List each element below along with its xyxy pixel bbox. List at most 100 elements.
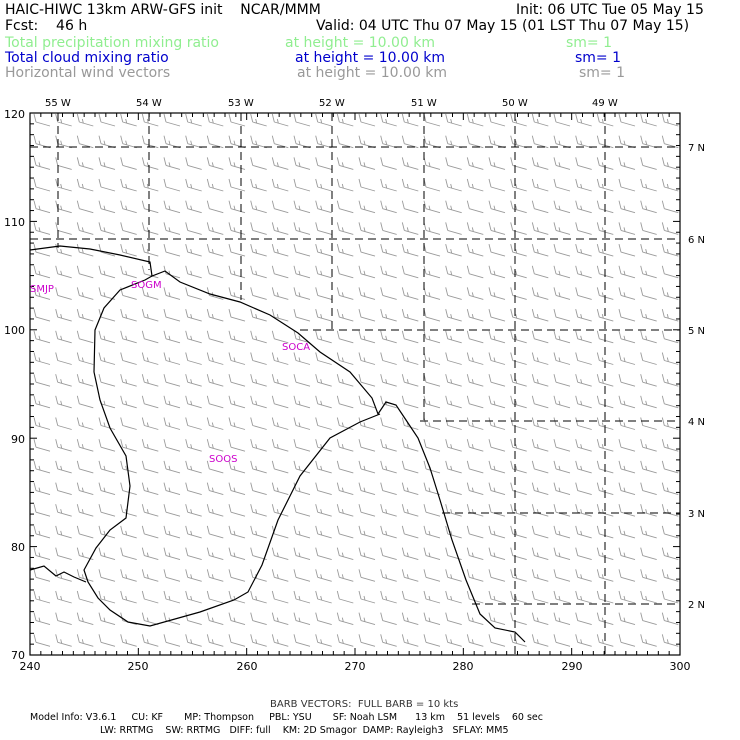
wind-barb: [228, 287, 246, 300]
wind-barb: [250, 612, 267, 626]
wind-barb: [401, 113, 419, 127]
wind-barb: [531, 525, 549, 539]
wind-barb: [575, 330, 592, 344]
wind-barb: [33, 243, 51, 257]
wind-barb: [336, 243, 354, 257]
wind-barb: [466, 569, 484, 582]
wind-barb: [380, 330, 397, 344]
wind-barb: [98, 200, 116, 214]
wind-barb: [596, 482, 614, 496]
wind-barb: [531, 417, 549, 430]
model-info-line2: LW: RRTMG SW: RRTMG DIFF: full KM: 2D Sm…: [100, 725, 509, 736]
wind-barb: [661, 308, 679, 322]
wind-barb: [33, 547, 51, 561]
wind-barb: [271, 374, 289, 387]
wind-barb: [33, 222, 51, 235]
lon-label-52w: 52 W: [319, 98, 345, 109]
lat-label-5n: 5 N: [688, 326, 705, 337]
wind-barb: [466, 135, 484, 149]
wind-barb: [206, 135, 224, 149]
wind-barb: [98, 417, 116, 430]
wind-barb: [553, 547, 571, 561]
wind-barb: [185, 460, 202, 474]
wind-barb: [336, 417, 354, 430]
wind-barb: [575, 352, 592, 365]
wind-barb: [228, 482, 246, 496]
wind-barb: [510, 547, 527, 561]
wind-barb: [553, 287, 571, 300]
wind-barb: [596, 590, 614, 604]
wind-barb: [315, 590, 332, 604]
wind-barb: [488, 395, 506, 409]
wind-barb: [423, 525, 441, 539]
wind-barb: [596, 222, 614, 235]
wind-barb: [661, 395, 679, 409]
wind-barb: [76, 417, 94, 430]
wind-barb: [531, 157, 549, 170]
wind-barb: [336, 222, 354, 235]
wind-barb: [553, 612, 571, 626]
wind-barb: [33, 287, 51, 300]
wind-barb: [488, 287, 506, 300]
wind-barb: [120, 113, 137, 127]
wind-barb: [336, 395, 354, 409]
init-time: Init: 06 UTC Tue 05 May 15: [516, 2, 704, 18]
wind-barb: [640, 395, 657, 409]
wind-barb: [55, 178, 72, 192]
lon-label-49w: 49 W: [592, 98, 618, 109]
wind-barb: [575, 265, 592, 279]
wind-barb: [553, 395, 571, 409]
wind-barb: [596, 395, 614, 409]
wind-barb: [120, 590, 137, 604]
wind-barb: [618, 547, 636, 561]
wind-barb: [293, 352, 311, 365]
wind-barb: [661, 222, 679, 235]
wind-barb: [445, 482, 462, 496]
wind-barb: [510, 265, 527, 279]
wind-barb: [423, 113, 441, 127]
wind-barb: [55, 243, 72, 257]
wind-barb: [488, 460, 506, 474]
wind-barb: [596, 612, 614, 626]
wind-barb: [661, 482, 679, 496]
wind-barb: [618, 222, 636, 235]
wind-barb: [206, 612, 224, 626]
wind-barb: [445, 612, 462, 626]
wind-barb: [141, 287, 159, 300]
wind-barb: [271, 417, 289, 430]
wind-barb: [185, 113, 202, 127]
wind-barb: [575, 439, 592, 452]
wind-barb: [98, 612, 116, 626]
wind-barb: [510, 460, 527, 474]
wind-barb: [531, 569, 549, 582]
wind-barb: [531, 395, 549, 409]
wind-barb: [55, 200, 72, 214]
wind-barb: [466, 222, 484, 235]
wind-barb: [55, 590, 72, 604]
wind-barb: [163, 157, 181, 170]
wind-barb: [228, 439, 246, 452]
wind-barb: [640, 460, 657, 474]
wind-barb: [445, 352, 462, 365]
wind-barb: [336, 135, 354, 149]
wind-barb: [380, 352, 397, 365]
wind-barb: [531, 287, 549, 300]
wind-barb: [55, 330, 72, 344]
wind-barb: [380, 243, 397, 257]
wind-barb: [76, 395, 94, 409]
wind-barb: [596, 135, 614, 149]
wind-barb: [76, 157, 94, 170]
wind-barb: [553, 569, 571, 582]
wind-barb: [250, 504, 267, 517]
field-wind-sm: sm= 1: [579, 65, 626, 81]
wind-barb: [575, 243, 592, 257]
wind-barb: [445, 113, 462, 127]
wind-barb: [358, 330, 376, 344]
wind-barb: [163, 113, 181, 127]
wind-barb: [120, 243, 137, 257]
wind-barb: [76, 482, 94, 496]
wind-barb: [98, 374, 116, 387]
wind-barb: [510, 482, 527, 496]
wind-barb: [531, 222, 549, 235]
wind-barb: [488, 352, 506, 365]
